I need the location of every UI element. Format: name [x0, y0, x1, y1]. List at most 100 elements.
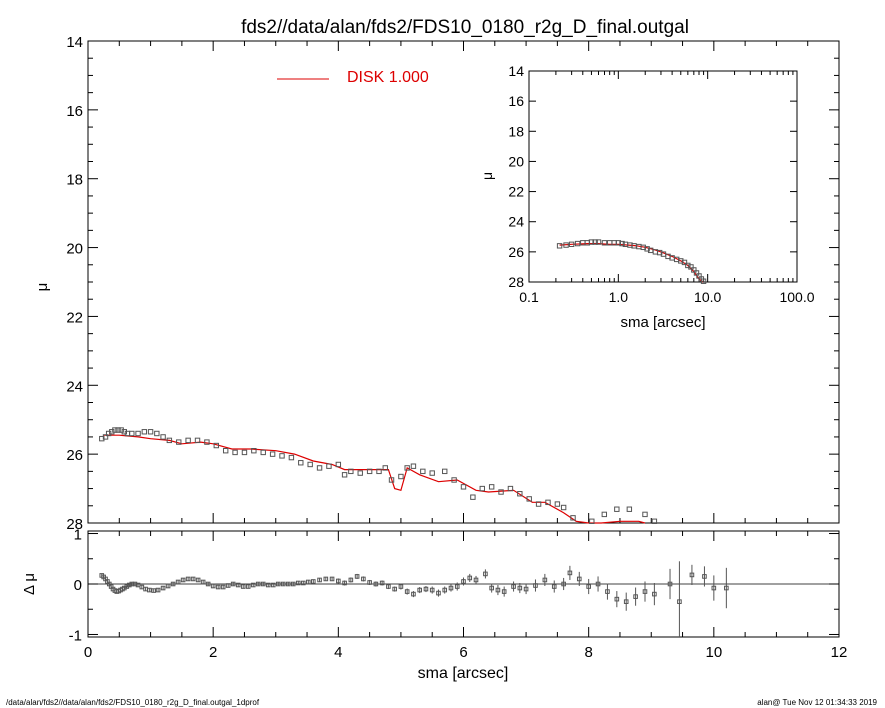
main-data-point [545, 499, 551, 506]
main-data-point [376, 468, 382, 475]
residual-data-point [220, 584, 226, 590]
residual-data-point [517, 585, 523, 591]
residual-x-axis-label: sma [arcsec] [418, 665, 509, 682]
main-y-tick-label: 16 [66, 103, 83, 120]
main-data-point [601, 511, 608, 518]
residual-panel: 10-1 0 2 4 6 8 10 12 Δ μ sma [arcsec] [21, 527, 847, 682]
residual-data-point [305, 579, 311, 585]
residual-data-point [495, 587, 501, 593]
inset-y-tick-label: 20 [508, 153, 524, 169]
residual-data-point [542, 577, 548, 583]
residual-data-point [386, 584, 391, 589]
residual-data-point [605, 589, 610, 594]
main-x-axis [87, 41, 840, 523]
main-data-point [316, 465, 323, 471]
residual-data-point [230, 581, 236, 587]
main-y-axis-label: μ [34, 283, 51, 292]
main-data-point [166, 437, 173, 444]
residual-data-point [652, 591, 657, 597]
main-y-tick-label: 28 [66, 516, 83, 533]
main-y-tick-label: 22 [66, 309, 83, 326]
inset-x-axis: 0.1 1.0 10.0 100.0 [519, 71, 815, 305]
residual-x-tick-label: 8 [584, 644, 592, 661]
residual-data-point [467, 575, 473, 581]
inset-data-point [688, 264, 694, 270]
inset-data-point [700, 278, 707, 284]
inset-panel: 14 16 18 20 22 24 26 28 0.1 1.0 10.0 100.0 μ sma [… [479, 63, 815, 331]
residual-data-point [689, 572, 695, 578]
main-data-point [335, 461, 342, 468]
chart-title: fds2//data/alan/fds2/FDS10_0180_r2g_D_fi… [241, 17, 689, 38]
main-data-point [614, 506, 620, 512]
residual-data-point [392, 586, 397, 592]
residual-data-layer [99, 561, 729, 637]
inset-x-tick-label: 100.0 [779, 289, 814, 305]
residual-data-point [250, 582, 256, 588]
residual-data-point [205, 581, 211, 587]
inset-y-tick-label: 24 [508, 214, 524, 230]
inset-data-point [685, 262, 691, 269]
main-data-point [194, 437, 201, 444]
main-data-point [442, 468, 448, 475]
residual-data-point [354, 574, 360, 579]
main-data-point [479, 485, 485, 492]
residual-data-point [127, 582, 132, 588]
main-data-point [420, 468, 426, 475]
residual-data-point [711, 585, 717, 591]
residual-data-point [586, 584, 591, 589]
inset-data-point [678, 258, 684, 264]
inset-data-point [644, 246, 650, 252]
residual-data-point [290, 581, 296, 587]
residual-data-point [448, 585, 454, 591]
main-y-tick-label: 24 [66, 378, 83, 395]
residual-data-point [185, 576, 191, 582]
residual-data-point [160, 585, 166, 591]
residual-data-point [270, 582, 276, 588]
main-data-point [232, 449, 238, 456]
residual-data-point [215, 584, 221, 590]
residual-data-point [336, 578, 341, 584]
main-data-point [498, 489, 504, 495]
main-data-point [388, 477, 395, 483]
residual-data-point [210, 583, 216, 589]
residual-data-point [180, 577, 186, 583]
main-data-point [279, 453, 285, 459]
inset-y-tick-label: 22 [508, 184, 524, 200]
residual-data-point [551, 584, 557, 589]
inset-data-point [619, 240, 625, 247]
residual-data-point [329, 576, 335, 582]
residual-data-point [225, 583, 231, 588]
inset-data-point [568, 241, 575, 248]
main-data-point [507, 485, 514, 492]
residual-data-point [511, 584, 516, 589]
inset-data-point [556, 243, 563, 249]
main-data-point [460, 484, 467, 490]
inset-y-axis-label: μ [479, 172, 495, 180]
residual-data-point [404, 589, 410, 594]
residual-data-point [342, 580, 347, 586]
residual-x-tick-label: 10 [705, 644, 722, 661]
main-data-point [626, 506, 633, 512]
residual-y-axis-label: Δ μ [21, 573, 38, 595]
residual-data-point [473, 577, 479, 583]
main-data-point [429, 470, 435, 476]
inset-x-axis-label: sma [arcsec] [620, 314, 705, 331]
residual-data-point [623, 599, 629, 604]
residual-data-point [483, 571, 488, 577]
inset-y-tick-label: 26 [508, 244, 524, 260]
main-data-point [135, 430, 141, 437]
main-data-point [535, 501, 542, 507]
main-data-point [204, 439, 210, 445]
residual-data-point [523, 586, 529, 592]
main-data-point [341, 472, 348, 478]
residual-y-tick-label: 0 [74, 577, 82, 594]
main-data-point [269, 451, 276, 457]
residual-data-point [501, 589, 507, 594]
residual-data-point [361, 576, 366, 582]
main-data-point [366, 468, 373, 475]
residual-data-point [576, 576, 582, 582]
residual-data-point [442, 587, 448, 593]
main-data-point [213, 442, 219, 449]
main-data-point [115, 427, 121, 433]
